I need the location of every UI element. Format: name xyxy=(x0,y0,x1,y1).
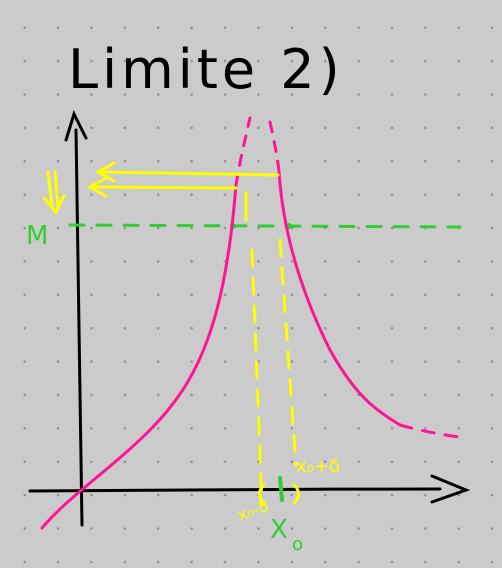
bracket-left xyxy=(258,483,266,505)
guide-top-arrowhead xyxy=(94,161,116,183)
guide-down-arrowhead xyxy=(42,194,66,215)
x-axis-arrowhead xyxy=(430,474,471,504)
function-curve xyxy=(40,116,468,530)
curve-right-tail-dashed xyxy=(398,423,468,440)
guide-vertical-right-dashed xyxy=(278,238,298,467)
curve-right-branch xyxy=(277,170,402,427)
x0-tick xyxy=(278,476,284,502)
curve-right-dashed xyxy=(268,120,281,174)
label-x0: X xyxy=(270,515,288,545)
label-x0-minus-delta: x₀-δ xyxy=(235,496,271,525)
curve-left-dashed xyxy=(234,116,252,187)
x-axis xyxy=(28,487,442,493)
guide-down-arrow-second xyxy=(53,170,60,208)
guide-lower-arrow xyxy=(90,185,238,190)
guide-lower-arrowhead xyxy=(86,176,108,198)
label-x0-subscript: o xyxy=(292,534,303,555)
level-m xyxy=(68,223,462,229)
y-axis-arrowhead xyxy=(64,109,88,142)
title: Limite 2) xyxy=(68,38,344,101)
guide-top-arrow xyxy=(98,170,280,177)
guide-vertical-left-dashed xyxy=(250,248,264,507)
level-m-line xyxy=(68,223,462,229)
guide-down-arrow xyxy=(46,170,54,208)
bracket-right xyxy=(292,483,300,505)
label-m: M xyxy=(26,221,48,251)
label-x0-plus-delta: x₀+δ xyxy=(296,456,340,477)
delta-guides xyxy=(42,161,300,507)
y-axis xyxy=(74,128,84,527)
curve-left-branch xyxy=(40,183,238,530)
